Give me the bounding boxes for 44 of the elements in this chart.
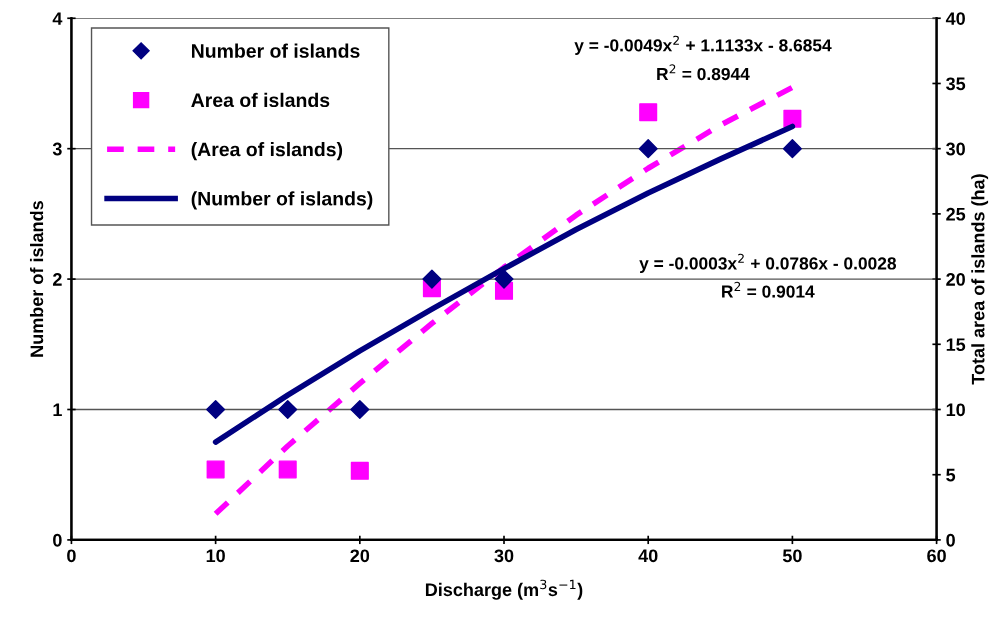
point (494, 269, 514, 289)
y-tick-label: 3 (52, 142, 62, 156)
point (278, 460, 297, 479)
y-tick-label: 4 (52, 12, 63, 25)
y2-tick-label: 15 (946, 338, 966, 352)
y2-tick-label: 10 (946, 403, 965, 417)
annotation: R$^{2}$ = 0.8944 (657, 64, 750, 81)
y2-tick-label: 40 (945, 12, 965, 25)
x-tick-label: 10 (206, 549, 225, 563)
point (206, 399, 226, 420)
x-tick-label: 60 (927, 549, 946, 563)
point (278, 399, 298, 420)
y2-tick-label: 20 (946, 273, 965, 286)
x-tick-label: 20 (350, 549, 370, 563)
legend-label: Area of islands (191, 92, 330, 108)
point (639, 103, 658, 122)
x-tick-label: 40 (638, 549, 658, 563)
y2-axis-title: Total area of islands (ha) (971, 174, 989, 385)
point (422, 269, 442, 289)
legend-label: Number of islands (192, 43, 360, 58)
point (350, 461, 369, 480)
y2-tick-label: 30 (946, 142, 965, 156)
y2-tick-label: 0 (946, 533, 955, 547)
annotation: y = -0.0003x$^{2}$ + 0.0786x - 0.0028 (639, 253, 897, 273)
x-tick-label: 0 (67, 549, 76, 563)
x-tick-label: 30 (494, 549, 514, 563)
annotation: y = -0.0049x$^{2}$ + 1.1133x - 8.6854 (574, 35, 832, 55)
x-tick-label: 50 (782, 549, 802, 563)
x-axis-title: Discharge (m$^{3}$s$^{−1}$) (425, 579, 583, 600)
annotation: R$^{2}$ = 0.9014 (722, 281, 815, 298)
y-tick-label: 0 (53, 533, 62, 547)
y-tick-label: 1 (53, 403, 62, 417)
y2-tick-label: 5 (946, 468, 956, 482)
y2-tick-label: 25 (946, 207, 966, 221)
point (638, 139, 658, 159)
point (783, 109, 802, 128)
point (782, 139, 802, 159)
legend-label: (Number of islands) (191, 191, 373, 210)
y2-tick-label: 35 (946, 77, 966, 91)
y-tick-label: 2 (52, 273, 62, 286)
y-axis-title: Number of islands (29, 201, 44, 357)
point (350, 399, 370, 420)
legend-label: (Area of islands) (191, 142, 343, 161)
point (206, 460, 225, 479)
